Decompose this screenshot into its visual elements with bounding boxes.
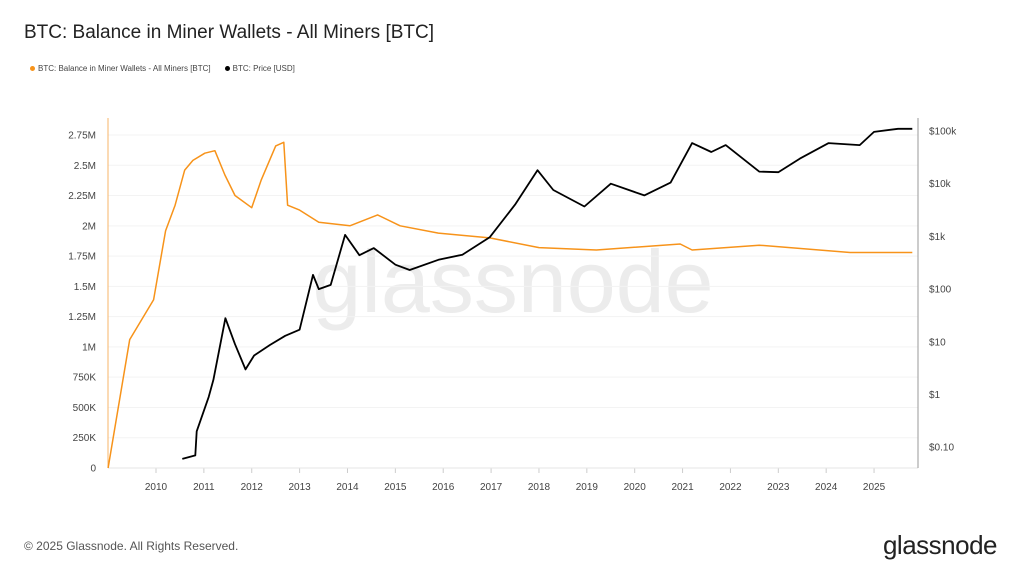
x-tick-label: 2018 [528, 482, 551, 493]
y-left-tick-label: 250K [73, 433, 97, 444]
glassnode-logo: glassnode [882, 530, 998, 560]
y-right-tick-label: $10 [929, 337, 946, 348]
x-tick-label: 2022 [719, 482, 742, 493]
x-tick-label: 2012 [241, 482, 264, 493]
x-tick-label: 2017 [480, 482, 503, 493]
x-tick-label: 2019 [576, 482, 599, 493]
x-tick-label: 2014 [336, 482, 359, 493]
y-left-tick-label: 2.75M [68, 131, 96, 142]
y-right-tick-label: $100k [929, 127, 957, 138]
watermark: glassnode [312, 232, 713, 331]
x-tick-label: 2023 [767, 482, 790, 493]
x-tick-label: 2020 [624, 482, 647, 493]
x-tick-label: 2025 [863, 482, 886, 493]
y-right-tick-label: $100 [929, 285, 952, 296]
price-series-line [182, 127, 913, 460]
legend-item-balance[interactable]: BTC: Balance in Miner Wallets - All Mine… [30, 64, 211, 73]
y-right-tick-label: $0.10 [929, 443, 954, 454]
y-left-tick-label: 1M [82, 342, 96, 353]
y-left-tick-label: 2.25M [68, 191, 96, 202]
legend-item-price[interactable]: BTC: Price [USD] [224, 64, 295, 73]
y-left-tick-label: 2M [82, 221, 96, 232]
balance-series-line [107, 141, 913, 469]
chart-title: BTC: Balance in Miner Wallets - All Mine… [24, 22, 435, 43]
x-tick-label: 2021 [671, 482, 694, 493]
y-right-tick-label: $1 [929, 390, 941, 401]
y-left-tick-label: 1.5M [74, 282, 96, 293]
legend-dot-icon [224, 66, 230, 71]
x-tick-label: 2011 [193, 482, 215, 493]
x-tick-label: 2024 [815, 482, 838, 493]
legend-label: BTC: Balance in Miner Wallets - All Mine… [38, 64, 211, 73]
y-left-tick-label: 1.25M [68, 312, 96, 323]
y-left-tick-label: 2.5M [74, 161, 96, 172]
x-tick-label: 2015 [384, 482, 407, 493]
x-tick-label: 2013 [288, 482, 311, 493]
legend: BTC: Balance in Miner Wallets - All Mine… [30, 64, 295, 73]
y-right-tick-label: $10k [929, 179, 952, 190]
legend-dot-icon [30, 66, 35, 71]
y-right-tick-label: $1k [929, 232, 946, 243]
y-left-tick-label: 1.75M [68, 252, 96, 263]
x-tick-label: 2016 [432, 482, 455, 493]
x-tick-label: 2010 [145, 482, 168, 493]
legend-label: BTC: Price [USD] [232, 64, 295, 73]
y-left-tick-label: 0 [90, 464, 96, 475]
y-left-tick-label: 500K [73, 403, 97, 414]
copyright: © 2025 Glassnode. All Rights Reserved. [24, 539, 239, 553]
y-left-tick-label: 750K [73, 373, 97, 384]
